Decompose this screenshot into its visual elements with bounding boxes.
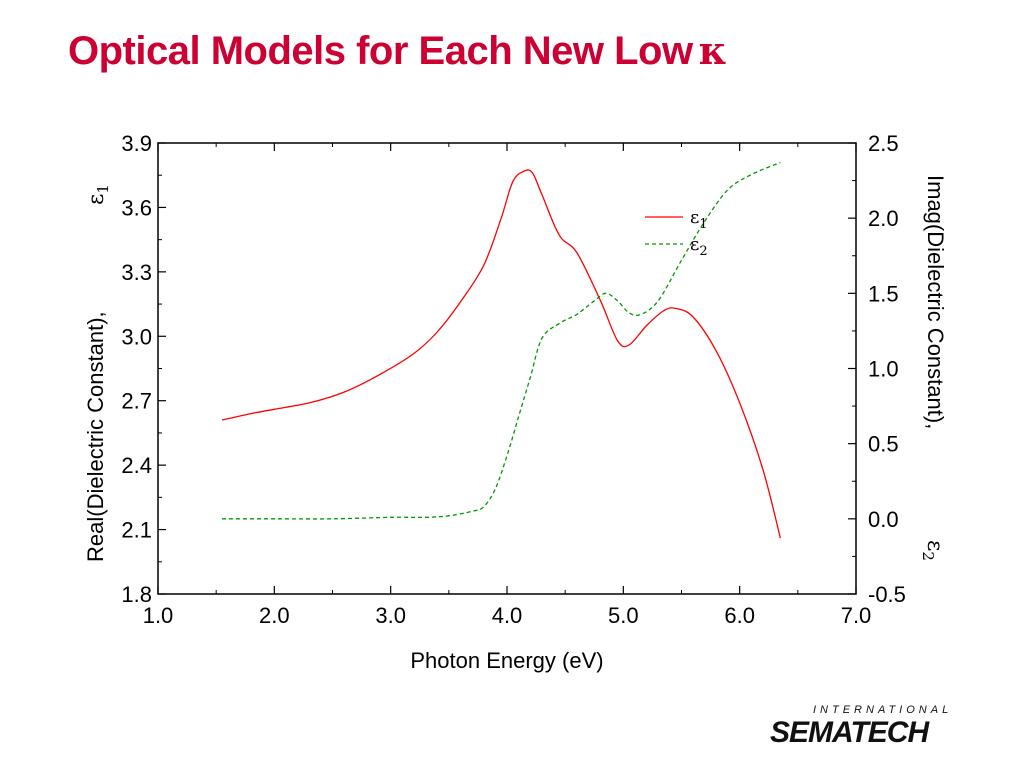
svg-text:ε1: ε1 <box>690 207 708 232</box>
kappa-symbol: κ <box>698 28 727 73</box>
y-axis-label: Real(Dielectric Constant), <box>83 311 108 562</box>
svg-text:ε2: ε2 <box>919 540 947 561</box>
y2-axis-label: Imag(Dielectric Constant), <box>923 175 948 429</box>
x-tick-label: 7.0 <box>841 603 872 628</box>
y2-tick-label: 1.5 <box>868 281 899 306</box>
y-axis-label-group: Real(Dielectric Constant), <box>83 311 108 562</box>
y-tick-label: 3.3 <box>121 260 152 285</box>
x-axis-label: Photon Energy (eV) <box>410 648 603 673</box>
x-tick-label: 5.0 <box>608 603 639 628</box>
y2-tick-label: 0.5 <box>868 432 899 457</box>
y-tick-label: 1.8 <box>121 582 152 607</box>
x-tick-label: 2.0 <box>259 603 290 628</box>
x-tick-label: 1.0 <box>143 603 174 628</box>
y-tick-label: 3.9 <box>121 131 152 156</box>
legend-label-eps1-sub: 1 <box>699 217 707 232</box>
y-tick-label: 3.6 <box>121 195 152 220</box>
series-line-2 <box>222 161 781 520</box>
svg-text:ε2: ε2 <box>690 234 708 259</box>
legend: ε1 ε2 <box>645 207 708 259</box>
plot-frame <box>157 142 857 595</box>
slide-title: Optical Models for Each New Low κ <box>68 28 727 74</box>
y2-tick-label: -0.5 <box>868 582 906 607</box>
y-axis-symbol: ε <box>84 194 109 205</box>
y2-axis-symbol-sub: 2 <box>919 551 937 561</box>
y2-tick-label: 2.5 <box>868 131 899 156</box>
y-tick-label: 2.7 <box>121 389 152 414</box>
logo-sematech: SEMATECH <box>770 716 929 749</box>
legend-label-eps2-symbol: ε <box>690 234 699 255</box>
x-tick-label: 6.0 <box>724 603 755 628</box>
x-tick-label: 3.0 <box>375 603 406 628</box>
x-tick-label: 4.0 <box>492 603 523 628</box>
y-tick-label: 3.0 <box>121 324 152 349</box>
y2-axis-symbol: ε <box>922 540 947 551</box>
legend-label-eps1-symbol: ε <box>690 207 699 228</box>
y-tick-label: 2.1 <box>121 518 152 543</box>
y-tick-label: 2.4 <box>121 453 152 478</box>
svg-text:ε1: ε1 <box>84 184 112 205</box>
series-layer <box>221 161 782 539</box>
y2-tick-label: 0.0 <box>868 507 899 532</box>
y2-axis-label-group: Imag(Dielectric Constant), <box>923 175 948 429</box>
y2-tick-label: 1.0 <box>868 357 899 382</box>
y-axis-right: -0.5 0.0 0.5 1.0 1.5 2.0 2.5 <box>848 131 906 607</box>
y2-axis-symbol-group: ε2 <box>919 540 947 561</box>
y-axis-symbol-group: ε1 <box>84 184 112 205</box>
slide-title-text: Optical Models for Each New Low <box>68 29 693 73</box>
x-axis: 1.0 2.0 3.0 4.0 5.0 6.0 7.0 <box>143 143 872 628</box>
series-line-1 <box>221 169 782 539</box>
y-axis-left: 1.8 2.1 2.4 2.7 3.0 3.3 3.6 3.9 <box>121 131 166 607</box>
logo-international: INTERNATIONAL <box>813 704 953 716</box>
legend-label-eps2-sub: 2 <box>699 244 707 259</box>
y-axis-symbol-sub: 1 <box>94 184 112 194</box>
y2-tick-label: 2.0 <box>868 206 899 231</box>
